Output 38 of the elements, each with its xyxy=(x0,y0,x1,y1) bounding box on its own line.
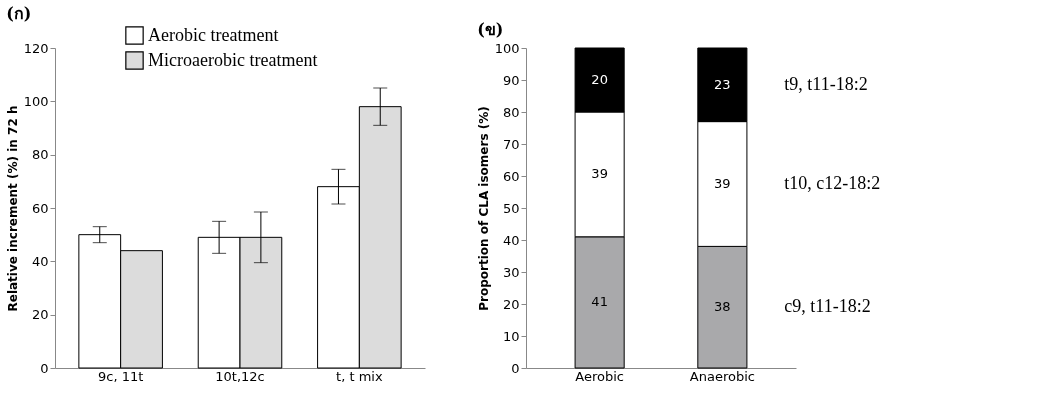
x-tick-label: 10t,12c xyxy=(215,368,265,384)
y-tick-label: 80 xyxy=(502,104,520,120)
y-tick-label: 0 xyxy=(40,360,49,376)
x-tick-label: t, t mix xyxy=(336,368,383,384)
y-tick-label: 70 xyxy=(502,136,520,152)
legend-label: Aerobic treatment xyxy=(148,24,279,45)
y-tick-label: 40 xyxy=(502,232,520,248)
y-tick-label: 40 xyxy=(31,253,49,269)
y-tick-label: 100 xyxy=(494,40,520,56)
y-tick-label: 20 xyxy=(31,307,49,323)
y-tick-label: 30 xyxy=(502,264,520,280)
y-tick-label: 60 xyxy=(502,168,520,184)
data-label: 38 xyxy=(714,299,731,315)
data-label: 39 xyxy=(714,176,731,191)
x-tick-label: Aerobic xyxy=(575,368,624,384)
y-tick-label: 50 xyxy=(502,200,520,216)
y-tick-label: 20 xyxy=(502,296,520,312)
y-tick-label: 90 xyxy=(502,72,520,88)
y-tick-label: 10 xyxy=(502,328,520,344)
y-tick-label: 60 xyxy=(31,200,49,216)
text: t9, t11-18:2 xyxy=(784,73,868,94)
legend-label: Microaerobic treatment xyxy=(148,49,318,70)
chart-title: (ข) xyxy=(477,20,504,39)
text: c9, t11-18:2 xyxy=(784,296,871,317)
x-tick-label: Anaerobic xyxy=(689,368,755,384)
y-tick-label: 80 xyxy=(31,147,49,163)
y-tick-label: 0 xyxy=(511,360,520,376)
data-label: 23 xyxy=(714,76,731,92)
data-label: 39 xyxy=(591,166,608,182)
y-tick-label: 120 xyxy=(23,40,49,56)
y-axis-title: Proportion of CLA isomers (%) xyxy=(476,106,491,311)
chart-title: (ก) xyxy=(6,4,32,23)
data-label: 20 xyxy=(591,72,608,87)
x-tick-label: 9c, 11t xyxy=(97,368,144,384)
y-tick-label: 100 xyxy=(23,93,49,109)
y-axis-title: Relative increment (%) in 72 h xyxy=(5,105,20,312)
text: t10, c12-18:2 xyxy=(784,173,881,193)
data-label: 41 xyxy=(591,294,608,310)
